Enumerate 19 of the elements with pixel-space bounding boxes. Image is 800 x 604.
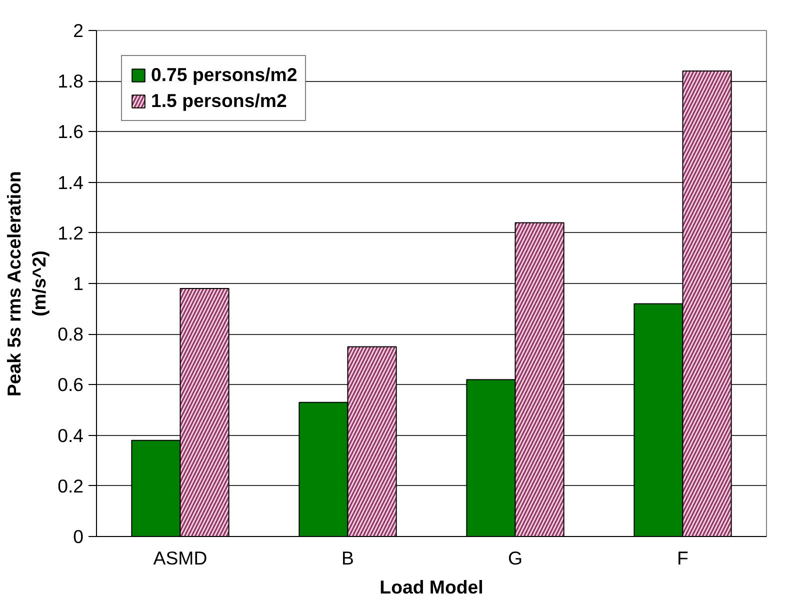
- x-tick-label: B: [342, 548, 354, 568]
- x-tick-label: ASMD: [153, 548, 208, 568]
- legend-label: 1.5 persons/m2: [151, 90, 287, 112]
- y-tick-label: 0: [73, 526, 84, 547]
- y-tick-label: 0.8: [58, 324, 84, 345]
- y-tick-label: 1: [73, 273, 84, 294]
- x-axis-title: Load Model: [380, 576, 484, 598]
- y-tick-label: 2: [73, 20, 84, 41]
- y-tick-label: 0.6: [58, 374, 84, 396]
- y-tick-label: 1.4: [58, 172, 84, 193]
- y-tick-label: 0.2: [58, 475, 84, 496]
- legend-label: 0.75 persons/m2: [151, 64, 298, 86]
- y-tick-label: 1.8: [58, 70, 84, 92]
- y-axis-title: Peak 5s rms Acceleration (m/s^2): [3, 171, 50, 397]
- x-tick-label: F: [677, 548, 688, 568]
- y-tick-label: 1.2: [58, 222, 84, 244]
- y-tick-label: 0.4: [58, 424, 84, 446]
- x-tick-label: G: [508, 548, 523, 568]
- y-tick-label: 1.6: [58, 121, 84, 142]
